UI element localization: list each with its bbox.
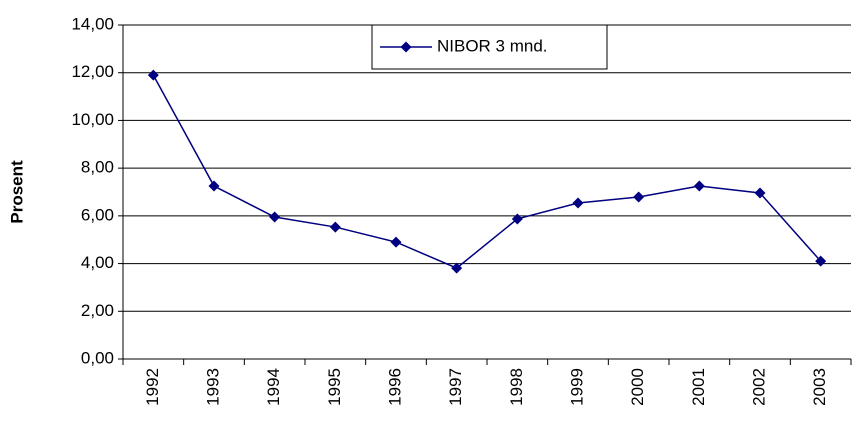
- y-tick-label: 8,00: [81, 158, 114, 177]
- data-point: [147, 69, 159, 81]
- x-tick-label: 1994: [264, 368, 283, 406]
- x-tick-label: 1997: [446, 368, 465, 406]
- x-tick-label: 1999: [567, 368, 586, 406]
- legend-box: [371, 24, 608, 70]
- x-tick-label: 1993: [203, 368, 222, 406]
- data-point: [572, 197, 584, 209]
- x-tick-label: 1992: [143, 368, 162, 406]
- y-tick-label: 6,00: [81, 205, 114, 224]
- legend-label: NIBOR 3 mnd.: [437, 36, 548, 55]
- x-tick-label: 2001: [689, 368, 708, 406]
- legend-marker: [400, 41, 412, 53]
- data-point: [511, 213, 523, 225]
- data-point: [693, 180, 705, 192]
- x-tick-label: 1998: [507, 368, 526, 406]
- data-point: [815, 255, 827, 267]
- x-tick-label: 2000: [628, 368, 647, 406]
- y-tick-label: 0,00: [81, 348, 114, 367]
- y-tick-label: 14,00: [71, 14, 114, 33]
- x-tick-label: 1996: [385, 368, 404, 406]
- data-point: [390, 236, 402, 248]
- x-tick-label: 1995: [325, 368, 344, 406]
- y-tick-label: 4,00: [81, 253, 114, 272]
- data-point: [754, 187, 766, 199]
- data-point: [633, 191, 645, 203]
- data-line: [152, 74, 822, 269]
- x-tick-label: 2002: [749, 368, 768, 406]
- data-point: [451, 262, 463, 274]
- data-point: [208, 180, 220, 192]
- y-tick-label: 10,00: [71, 110, 114, 129]
- y-axis-label: Prosent: [7, 160, 26, 224]
- y-tick-label: 2,00: [81, 301, 114, 320]
- data-point: [269, 211, 281, 223]
- y-tick-label: 12,00: [71, 62, 114, 81]
- x-tick-label: 2003: [810, 368, 829, 406]
- data-point: [329, 221, 341, 233]
